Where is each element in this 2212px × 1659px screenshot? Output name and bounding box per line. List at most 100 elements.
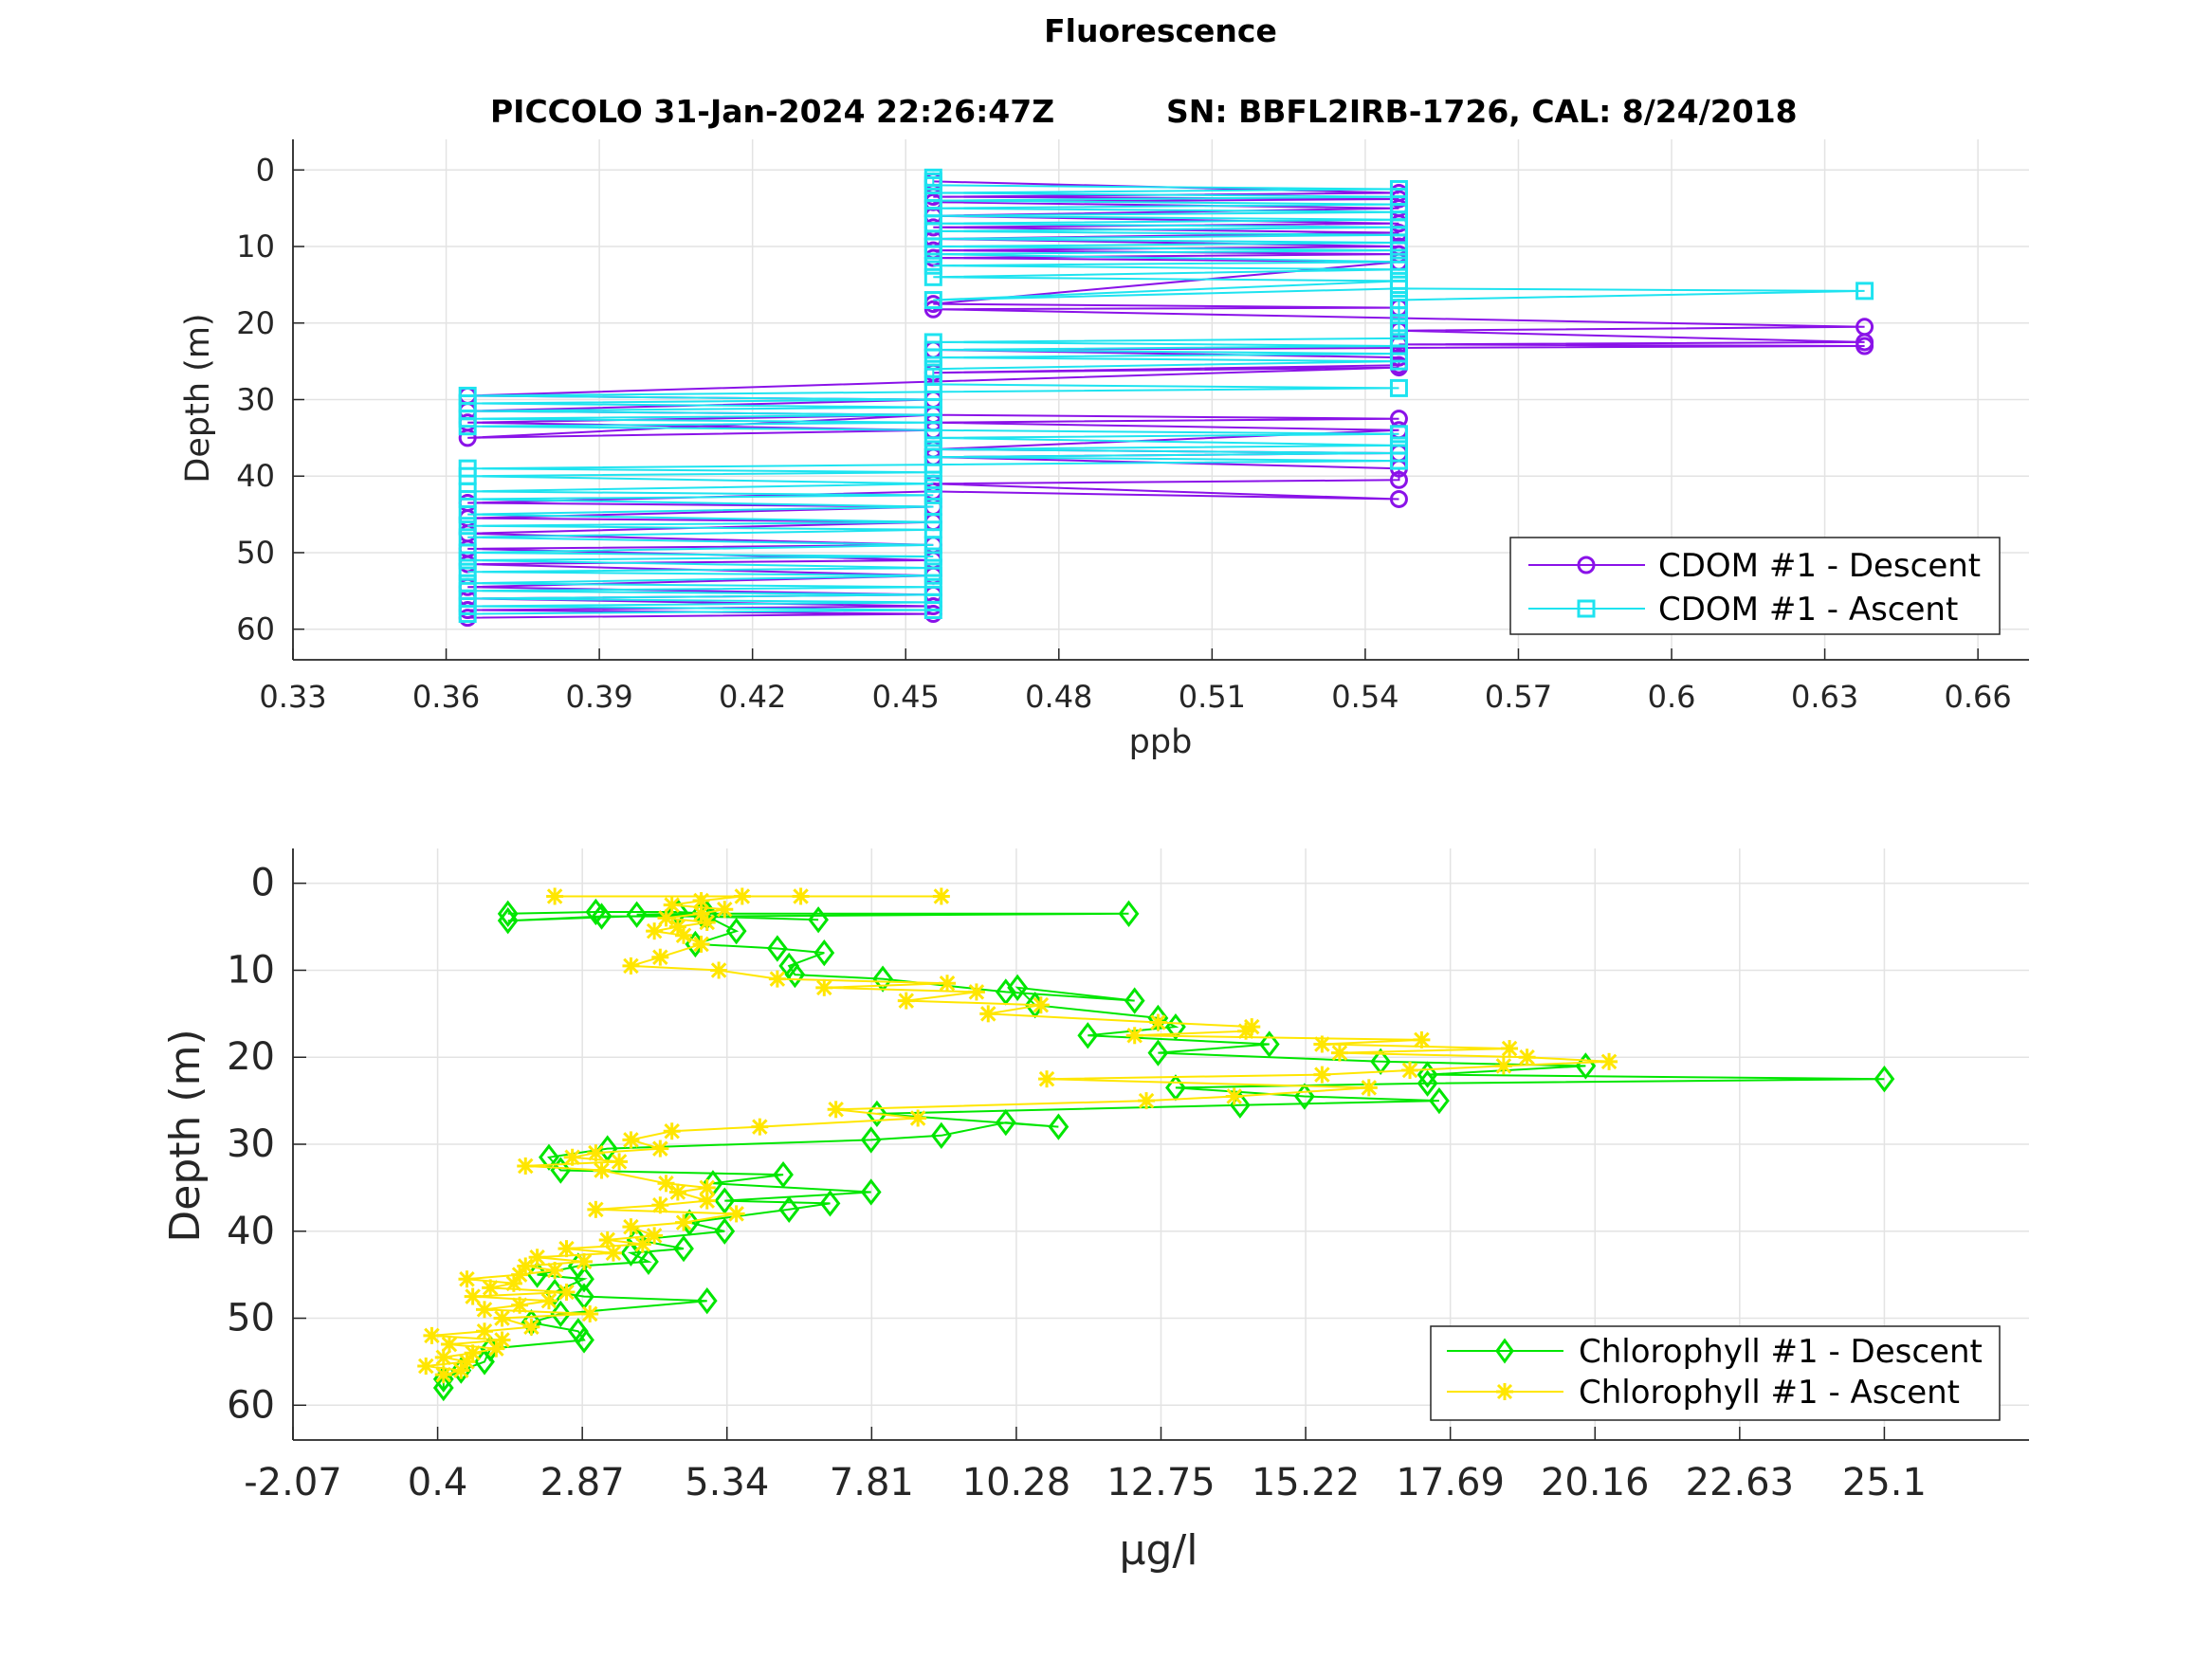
x-tick-label: 0.39 xyxy=(565,679,632,715)
series-asterisk xyxy=(417,887,1618,1384)
data-point-asterisk xyxy=(458,1353,476,1371)
chlorophyll-axes xyxy=(292,848,2029,1441)
data-point-square xyxy=(923,256,942,275)
y-tick-label: 30 xyxy=(227,1122,275,1166)
chlorophyll-chart: -2.07 0.4 2.87 5.34 7.81 10.28 12.75 15.22 17.69… xyxy=(161,848,2029,1575)
y-tick-label: 10 xyxy=(227,948,275,992)
data-point-asterisk xyxy=(598,1231,616,1249)
data-point-diamond xyxy=(1417,1061,1438,1088)
data-point-asterisk xyxy=(979,1005,997,1023)
data-point-asterisk xyxy=(663,896,681,914)
data-point-asterisk xyxy=(522,1318,540,1336)
data-point-asterisk xyxy=(587,1200,605,1218)
data-point-asterisk xyxy=(622,957,640,975)
x-tick-label: 0.57 xyxy=(1485,679,1552,715)
data-point-asterisk xyxy=(1138,1092,1156,1110)
data-point-asterisk xyxy=(651,948,669,966)
cdom-tick-labels: 0.33 0.36 0.39 0.42 0.45 0.48 0.51 0.54 0.57 0.6 0… xyxy=(236,152,2011,715)
data-point-asterisk xyxy=(646,922,664,940)
data-point-asterisk xyxy=(611,1153,629,1171)
data-point-asterisk xyxy=(558,1284,576,1301)
data-point-square xyxy=(923,498,942,517)
data-point-asterisk xyxy=(675,1213,693,1231)
data-point-circle xyxy=(1389,470,1408,489)
data-point-asterisk xyxy=(546,1262,564,1280)
data-point-asterisk xyxy=(768,970,786,988)
cdom-legend-box xyxy=(1509,537,2001,635)
x-tick-label: 5.34 xyxy=(685,1461,769,1504)
data-point-asterisk xyxy=(1501,1040,1519,1058)
x-tick-label: 0.42 xyxy=(719,679,786,715)
data-point-asterisk xyxy=(651,1139,669,1158)
cdom-x-axis-label: ppb xyxy=(1129,723,1193,761)
data-point-asterisk xyxy=(581,1304,599,1322)
data-point-diamond xyxy=(773,1160,794,1189)
data-point-diamond xyxy=(585,898,607,926)
data-point-asterisk xyxy=(633,1235,651,1253)
cdom-y-axis-label: Depth (m) xyxy=(179,313,217,483)
data-point-diamond xyxy=(725,918,747,945)
data-point-asterisk xyxy=(1038,1070,1056,1088)
data-point-asterisk xyxy=(563,1148,581,1166)
data-point-asterisk xyxy=(476,1301,494,1319)
data-point-asterisk xyxy=(593,1161,611,1179)
figure-title: Fluorescence xyxy=(1044,12,1277,49)
data-point-diamond xyxy=(1874,1066,1895,1093)
cdom-legend-ascent-label: CDOM #1 - Ascent xyxy=(1658,591,1958,629)
data-point-asterisk xyxy=(668,918,686,936)
chlorophyll-y-axis-label: Depth (m) xyxy=(161,1029,210,1242)
data-point-asterisk xyxy=(1149,1013,1167,1031)
data-point-asterisk xyxy=(576,1252,594,1270)
data-point-asterisk xyxy=(511,1296,529,1314)
chlorophyll-x-axis-label: µg/l xyxy=(1120,1526,1198,1575)
data-point-diamond xyxy=(626,901,648,928)
cdom-legend-descent-label: CDOM #1 - Descent xyxy=(1658,547,1981,585)
data-point-square xyxy=(1389,252,1408,271)
data-point-diamond xyxy=(539,1143,559,1171)
data-point-asterisk xyxy=(517,1257,535,1275)
data-point-asterisk xyxy=(587,1144,605,1162)
data-point-asterisk xyxy=(528,1249,546,1267)
data-point-asterisk xyxy=(716,901,734,919)
data-point-asterisk xyxy=(733,887,751,905)
data-point-square xyxy=(458,574,477,592)
data-point-asterisk xyxy=(698,1178,716,1196)
data-point-diamond xyxy=(673,1234,694,1263)
chlorophyll-legend-descent-marker xyxy=(1495,1338,1514,1364)
figure-subtitle-left: PICCOLO 31-Jan-2024 22:26:47Z xyxy=(490,93,1054,130)
data-point-square xyxy=(923,359,942,378)
data-point-asterisk xyxy=(1313,1035,1331,1053)
chlorophyll-legend-descent-label: Chlorophyll #1 - Descent xyxy=(1579,1333,1983,1371)
data-point-diamond xyxy=(1124,987,1145,1014)
figure-subtitle-right: SN: BBFL2IRB-1726, CAL: 8/24/2018 xyxy=(1166,93,1798,130)
data-point-square xyxy=(923,267,942,286)
data-point-asterisk xyxy=(622,1218,640,1236)
data-point-asterisk xyxy=(1360,1079,1378,1097)
data-point-diamond xyxy=(867,1100,887,1128)
data-point-square xyxy=(1389,271,1408,290)
chlorophyll-series xyxy=(417,887,1895,1402)
data-point-diamond xyxy=(930,1121,952,1149)
data-point-diamond xyxy=(995,1108,1016,1137)
data-point-asterisk xyxy=(909,1109,927,1127)
data-point-diamond xyxy=(638,1248,659,1276)
data-point-asterisk xyxy=(1125,1027,1143,1045)
y-tick-label: 40 xyxy=(227,1210,275,1253)
data-point-square xyxy=(1389,329,1408,348)
cdom-chart: 0.33 0.36 0.39 0.42 0.45 0.48 0.51 0.54 0.57 0.6 0… xyxy=(179,139,2029,761)
data-point-asterisk xyxy=(751,1118,769,1136)
data-point-square xyxy=(458,459,477,478)
data-point-square xyxy=(923,485,942,504)
data-point-asterisk xyxy=(646,1227,664,1245)
y-tick-label: 60 xyxy=(236,611,275,647)
data-point-asterisk xyxy=(1494,1057,1512,1075)
data-point-diamond xyxy=(1417,1069,1438,1097)
x-tick-label: 25.1 xyxy=(1842,1461,1927,1504)
data-point-square xyxy=(1389,425,1408,444)
data-point-square xyxy=(1389,378,1408,397)
data-point-asterisk xyxy=(657,1175,675,1193)
data-point-diamond xyxy=(497,900,519,927)
data-point-circle xyxy=(1856,337,1874,356)
x-tick-label: 12.75 xyxy=(1106,1461,1216,1504)
data-point-asterisk xyxy=(692,892,710,910)
